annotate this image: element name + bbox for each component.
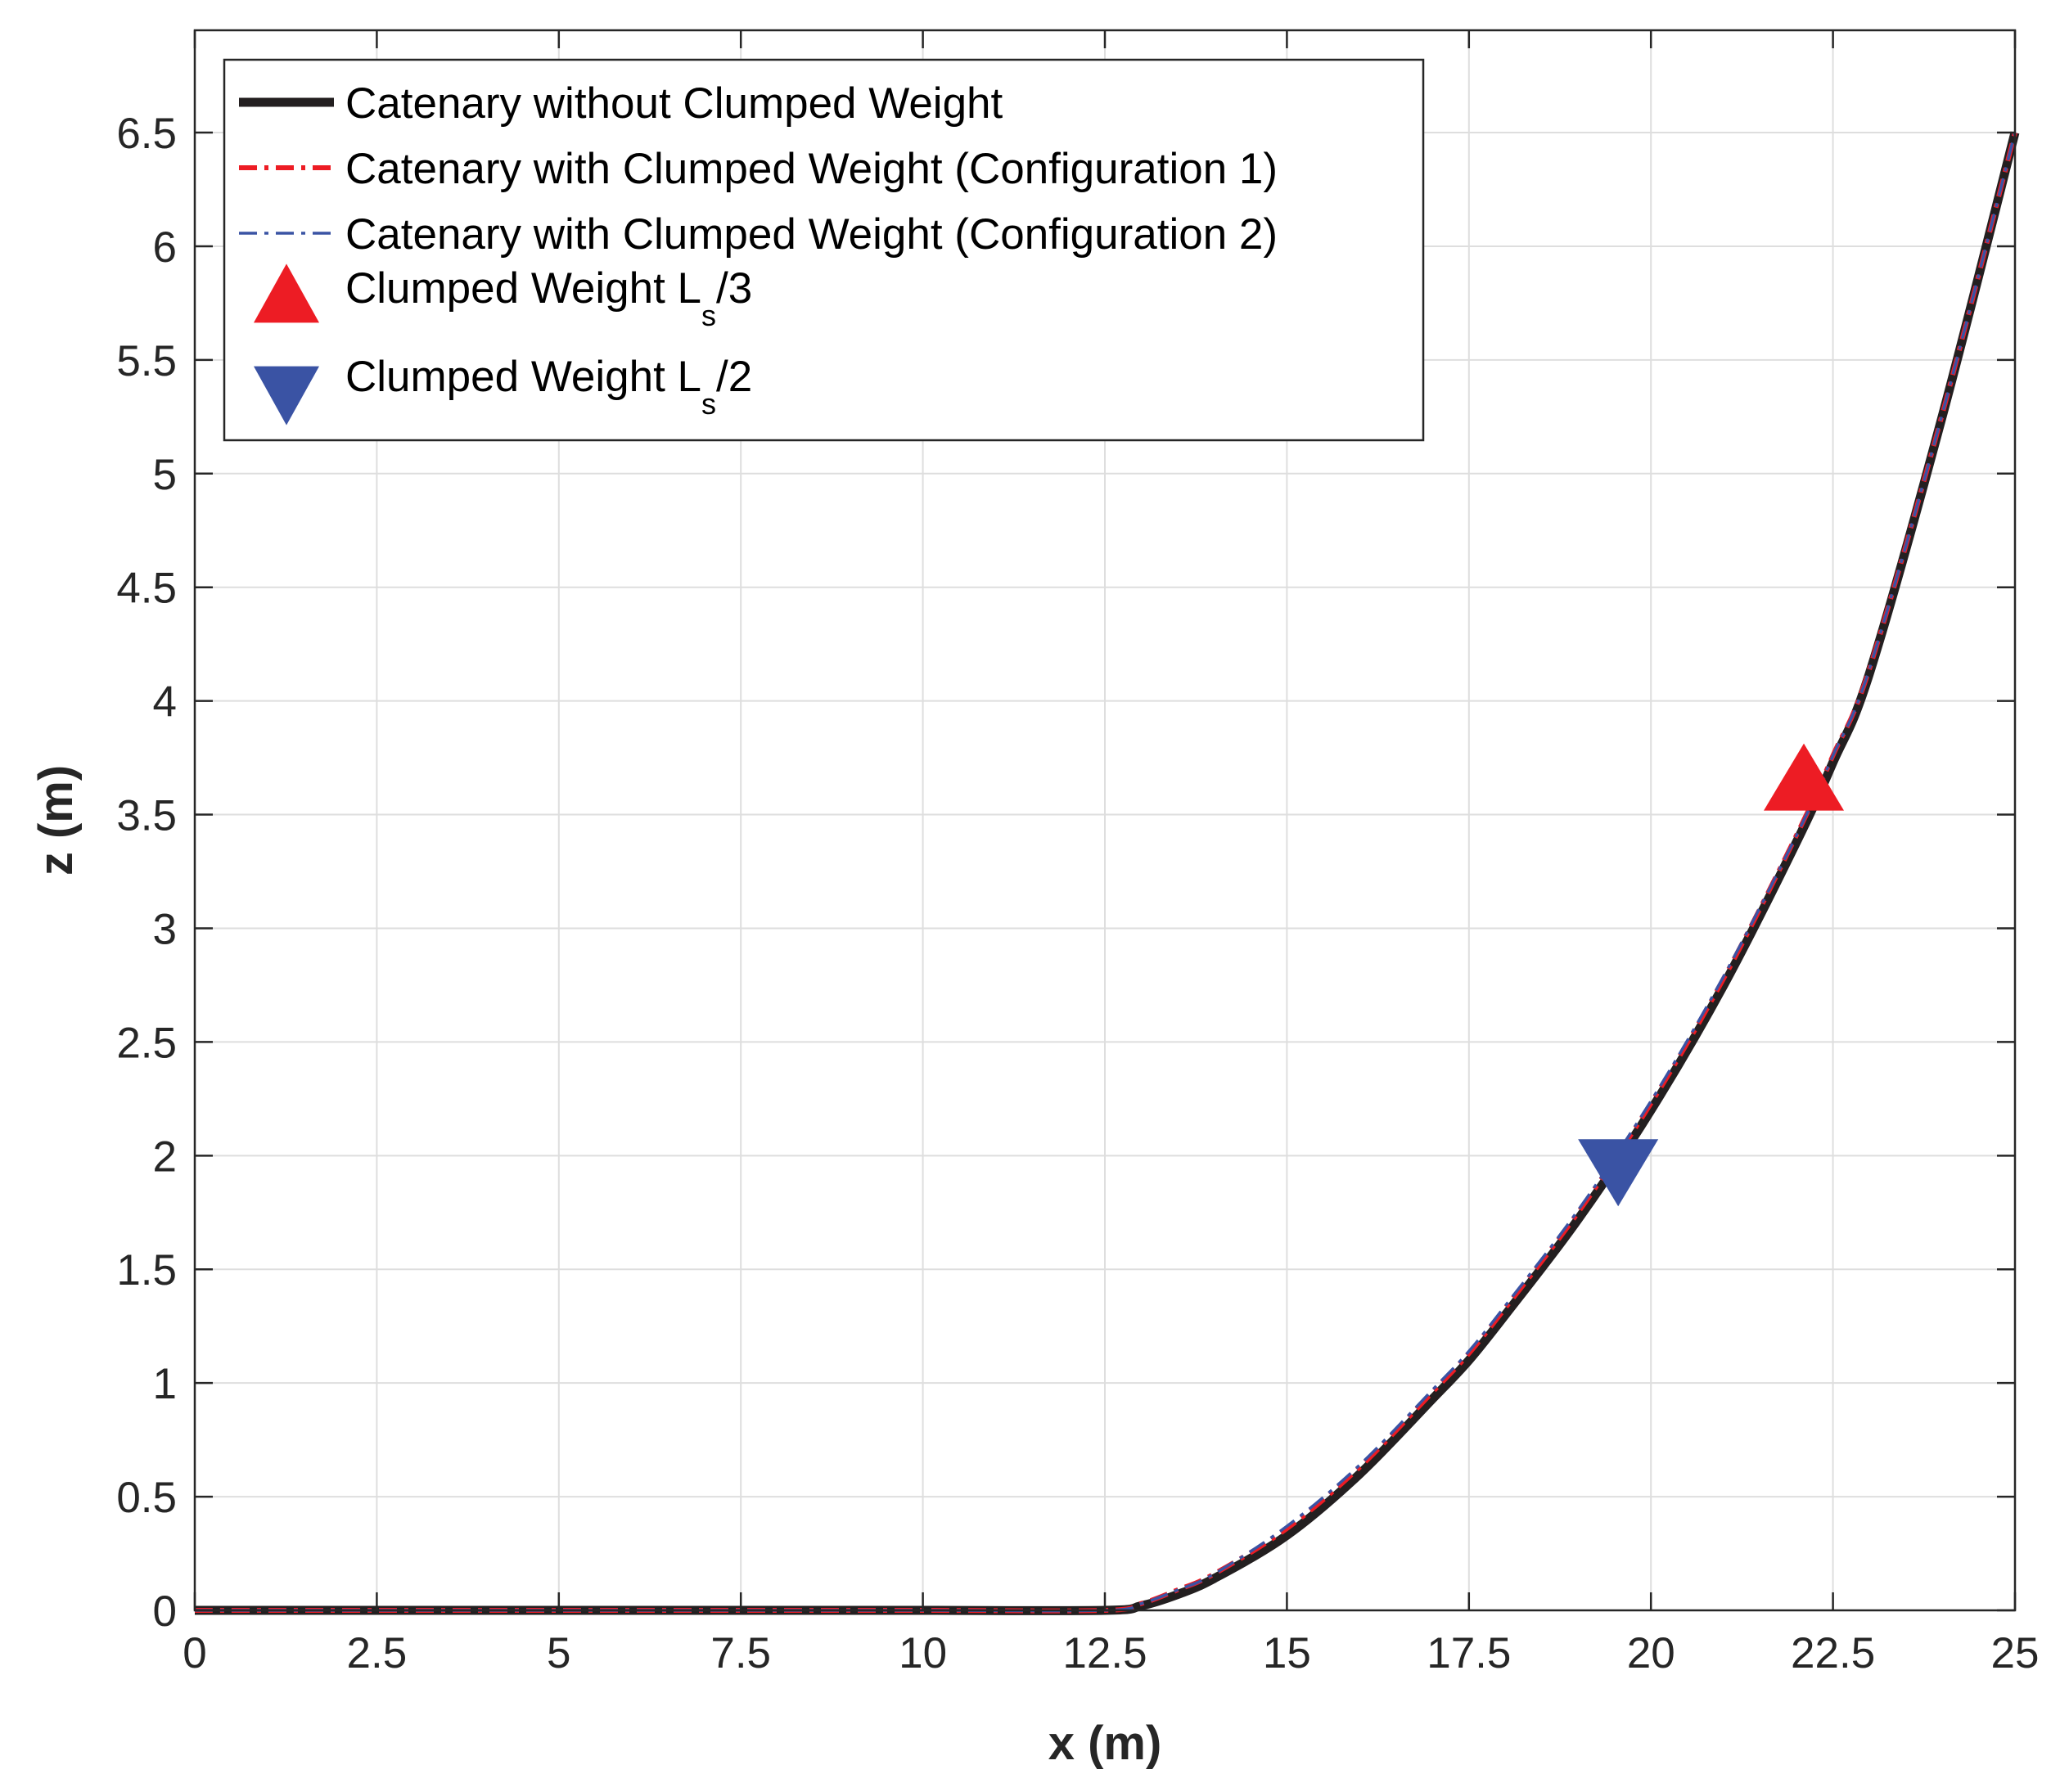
y-tick-label: 4.5: [116, 565, 177, 613]
x-tick-label: 2.5: [347, 1629, 408, 1677]
legend-marker-label-2: Clumped Weight Ls/2: [345, 353, 752, 421]
y-tick-label: 6.5: [116, 110, 177, 158]
y-tick-label: 5: [153, 451, 177, 499]
marker-points: [1578, 743, 1845, 1207]
marker-triangle-down: [1578, 1139, 1659, 1207]
y-tick-label: 1.5: [116, 1246, 177, 1294]
x-tick-label: 5: [547, 1629, 570, 1677]
y-axis-label: z (m): [29, 765, 83, 876]
y-tick-label: 0.5: [116, 1474, 177, 1522]
x-tick-label: 17.5: [1427, 1629, 1511, 1677]
marker-triangle-up: [1764, 743, 1845, 811]
x-tick-label: 10: [899, 1629, 947, 1677]
y-tick-label: 2.5: [116, 1019, 177, 1067]
series-line-3: [194, 132, 2017, 1613]
axes: [193, 29, 2017, 1612]
y-tick-label: 5.5: [116, 337, 177, 385]
y-tick-label: 1: [153, 1360, 177, 1408]
legend-label-1: Catenary without Clumped Weight: [345, 79, 1003, 128]
y-tick-label: 4: [153, 678, 177, 727]
x-tick-label: 0: [183, 1629, 206, 1677]
x-tick-label: 12.5: [1062, 1629, 1147, 1677]
x-axis-label: x (m): [1048, 1717, 1162, 1770]
x-tick-label: 15: [1263, 1629, 1311, 1677]
legend-marker-label-1: Clumped Weight Ls/3: [345, 264, 752, 332]
x-tick-label: 22.5: [1791, 1629, 1875, 1677]
y-tick-label: 6: [153, 223, 177, 272]
legend-marker-1: [254, 263, 319, 323]
x-tick-label: 20: [1627, 1629, 1675, 1677]
y-tick-label: 2: [153, 1132, 177, 1181]
y-tick-label: 3.5: [116, 792, 177, 840]
legend-label-3: Catenary with Clumped Weight (Configurat…: [345, 210, 1278, 259]
y-tick-label: 3: [153, 905, 177, 953]
x-tick-label: 7.5: [710, 1629, 771, 1677]
legend-box: [223, 58, 1425, 442]
legend-label-2: Catenary with Clumped Weight (Configurat…: [345, 145, 1278, 193]
y-tick-label: 0: [153, 1587, 177, 1636]
legend-marker-2: [254, 366, 319, 425]
legend: Catenary without Clumped Weight Catenary …: [223, 58, 1425, 442]
tick-labels: 0 2.5 5 7.5 10 12.5 15 17.5 20 22.5 2500.511.522.5…: [116, 110, 2039, 1677]
x-tick-label: 25: [1991, 1629, 2040, 1677]
